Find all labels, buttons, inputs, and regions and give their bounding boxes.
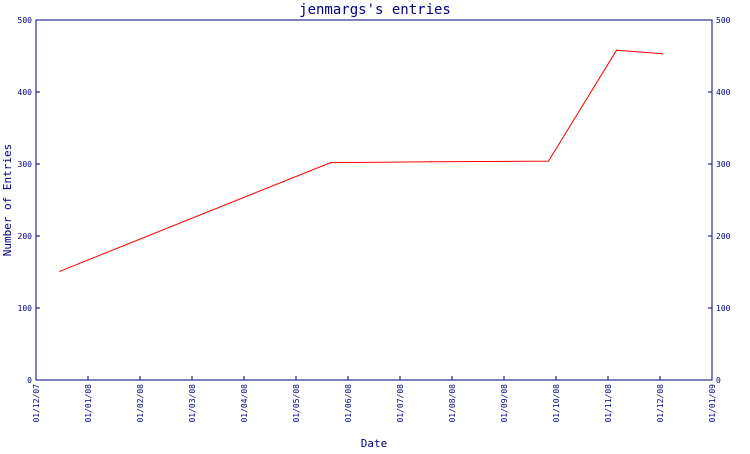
y-tick-label-left: 200	[18, 232, 33, 241]
x-tick-label: 01/10/08	[552, 384, 561, 423]
x-tick-label: 01/01/09	[708, 384, 717, 423]
x-tick-label: 01/08/08	[448, 384, 457, 423]
plot-area-frame	[35, 19, 713, 381]
x-tick-label: 01/02/08	[136, 384, 145, 423]
data-point	[329, 161, 332, 164]
x-tick-label: 01/12/07	[32, 384, 41, 423]
y-tick-label-left: 400	[18, 88, 33, 97]
x-axis-label: Date	[361, 437, 388, 450]
x-tick-label: 01/06/08	[344, 384, 353, 423]
x-axis: 01/12/07 01/01/08 01/02/08 01/03/08 01/04/08…	[32, 376, 717, 423]
y-tick-label-left: 100	[18, 304, 33, 313]
series-layer	[59, 49, 664, 272]
y-tick-label-right: 300	[716, 160, 731, 169]
y-tick-label-right: 200	[716, 232, 731, 241]
y-tick-label-right: 500	[716, 16, 731, 25]
x-tick-label: 01/05/08	[292, 384, 301, 423]
x-tick-label: 01/12/08	[656, 384, 665, 423]
y-tick-label-right: 100	[716, 304, 731, 313]
chart-title: jenmargs's entries	[299, 2, 451, 18]
x-tick-label: 01/11/08	[604, 384, 613, 423]
y-axis-label: Number of Entries	[1, 144, 14, 257]
x-tick-label: 01/07/08	[396, 384, 405, 423]
data-point	[616, 49, 618, 51]
right-y-axis: 0 100 200 300 400 500	[708, 16, 731, 385]
x-tick-label: 01/01/08	[84, 384, 93, 423]
x-tick-label: 01/09/08	[500, 384, 509, 423]
x-tick-label: 01/03/08	[188, 384, 197, 423]
y-tick-label-left: 500	[18, 16, 33, 25]
data-point	[662, 53, 664, 55]
series-line	[59, 49, 663, 272]
y-tick-label-left: 300	[18, 160, 33, 169]
y-tick-label-right: 400	[716, 88, 731, 97]
x-tick-label: 01/04/08	[240, 384, 249, 423]
y-tick-label-left: 0	[27, 376, 32, 385]
data-point	[59, 270, 61, 272]
data-point	[430, 161, 432, 163]
data-point	[547, 160, 550, 162]
y-tick-label-right: 0	[716, 376, 721, 385]
left-y-axis: 0 100 200 300 400 500	[18, 16, 40, 385]
